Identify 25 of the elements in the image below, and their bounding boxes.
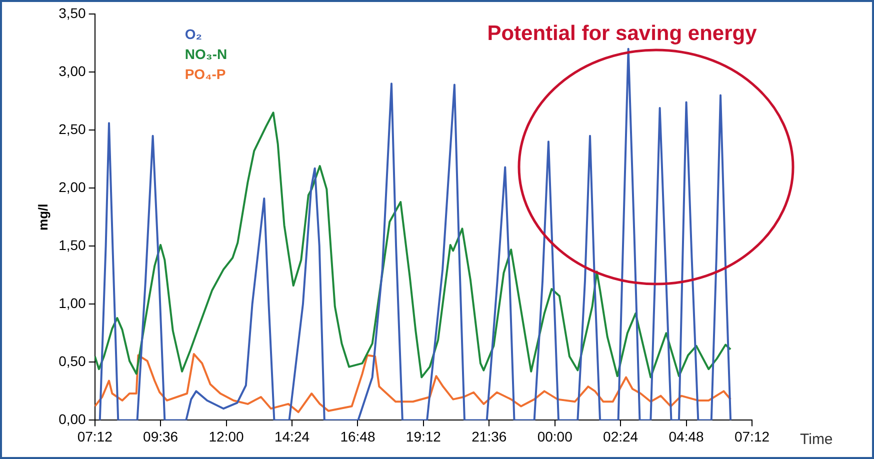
- y-tick-label: 1,50: [58, 236, 86, 253]
- text: PO₄-P: [184, 65, 227, 84]
- y-tick-label: 0,50: [58, 353, 86, 370]
- x-tick-label: 00:00: [537, 428, 573, 444]
- text: NO₃-N: [184, 45, 228, 64]
- x-tick-label: 09:36: [143, 428, 178, 444]
- text: O₂: [184, 25, 203, 44]
- x-tick-label: 14:24: [274, 428, 310, 444]
- annotation: Potential for saving energy: [487, 22, 757, 46]
- y-tick-label: 3,50: [58, 4, 86, 21]
- x-tick-label: 19:12: [406, 428, 442, 444]
- x-tick-label: 16:48: [340, 428, 376, 444]
- x-tick-label: 02:24: [603, 428, 638, 444]
- y-tick-label: 2,50: [58, 120, 86, 137]
- x-tick-label: 12:00: [208, 428, 244, 444]
- x-tick-label: 07:12: [734, 428, 770, 444]
- y-axis-title: mg/l: [35, 204, 50, 230]
- x-tick-label: 04:48: [668, 428, 704, 444]
- y-tick-label: 0,00: [58, 411, 86, 428]
- y-tick-label: 1,00: [58, 295, 86, 311]
- x-tick-label: 07:12: [77, 428, 113, 444]
- x-tick-label: 21:36: [472, 428, 507, 444]
- y-tick-label: 2,00: [58, 178, 86, 195]
- x-axis-title: Time: [800, 430, 833, 448]
- y-tick-label: 3,00: [58, 62, 86, 79]
